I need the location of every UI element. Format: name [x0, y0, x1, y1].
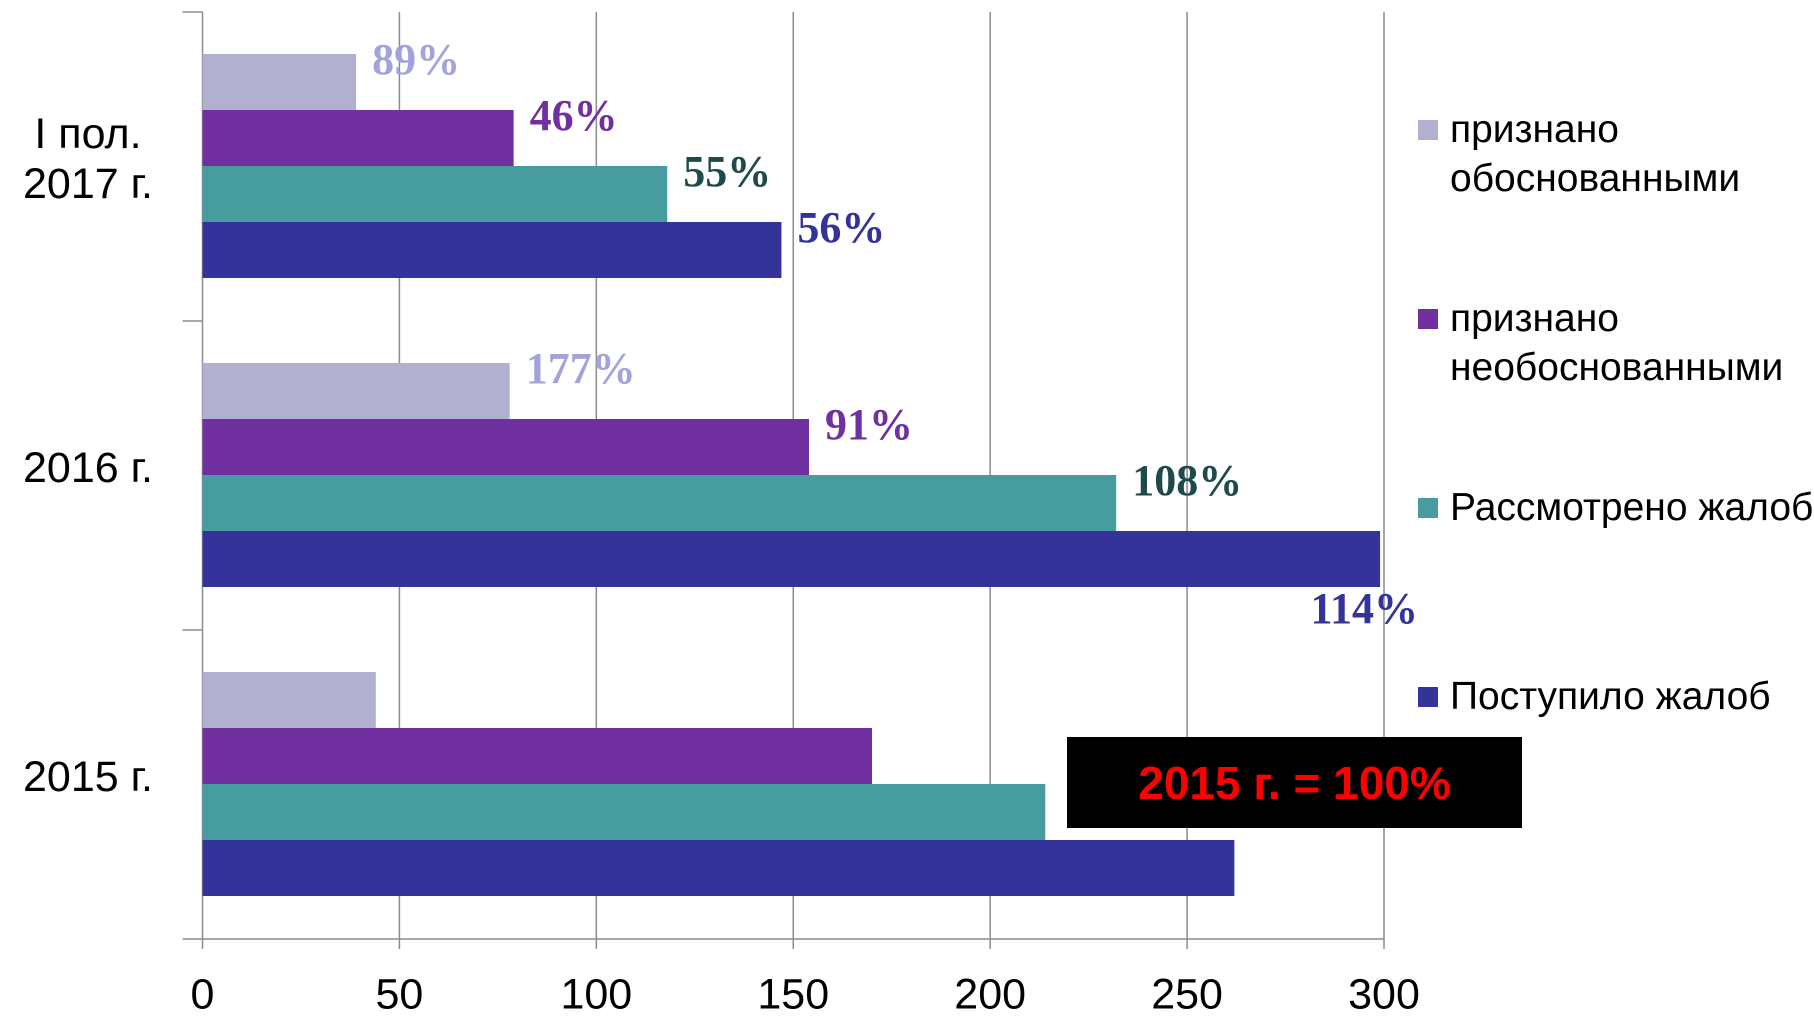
- value-label: 177%: [526, 344, 636, 393]
- bar: [202, 363, 510, 419]
- value-label: 89%: [372, 35, 460, 84]
- x-tick-label: 150: [757, 970, 829, 1017]
- bar: [202, 840, 1235, 896]
- value-label: 114%: [1310, 584, 1418, 633]
- x-tick-label: 300: [1348, 970, 1420, 1017]
- value-label: 55%: [683, 147, 771, 196]
- bar: [202, 784, 1046, 840]
- legend-swatch: [1418, 687, 1438, 707]
- bar: [202, 419, 810, 475]
- bar: [202, 531, 1381, 587]
- y-tick-label: 2015 г.: [23, 752, 153, 801]
- legend-swatch: [1418, 498, 1438, 518]
- x-tick-label: 0: [191, 970, 215, 1017]
- value-label: 46%: [530, 91, 618, 140]
- value-label: 108%: [1132, 456, 1242, 505]
- legend-swatch: [1418, 309, 1438, 329]
- bar: [202, 672, 376, 728]
- bar: [202, 728, 873, 784]
- bar: [202, 475, 1117, 531]
- bar: [202, 222, 782, 278]
- bar: [202, 54, 357, 110]
- y-tick-label: I пол. 2017 г.: [23, 109, 153, 208]
- value-label: 91%: [825, 400, 913, 449]
- y-tick-label: 2016 г.: [23, 443, 153, 492]
- x-tick-label: 200: [954, 970, 1026, 1017]
- bar: [202, 110, 514, 166]
- legend-label: признано необоснованными: [1450, 297, 1784, 389]
- bar: [202, 166, 668, 222]
- x-tick-label: 100: [560, 970, 632, 1017]
- x-tick-label: 50: [375, 970, 423, 1017]
- legend-label: признано обоснованными: [1450, 108, 1741, 200]
- legend-swatch: [1418, 120, 1438, 140]
- annotation: 2015 г. = 100%: [1067, 737, 1522, 828]
- x-tick-label: 250: [1151, 970, 1223, 1017]
- legend-label: Поступило жалоб: [1450, 675, 1771, 718]
- legend-label: Рассмотрено жалоб: [1450, 486, 1814, 529]
- value-label: 56%: [797, 203, 885, 252]
